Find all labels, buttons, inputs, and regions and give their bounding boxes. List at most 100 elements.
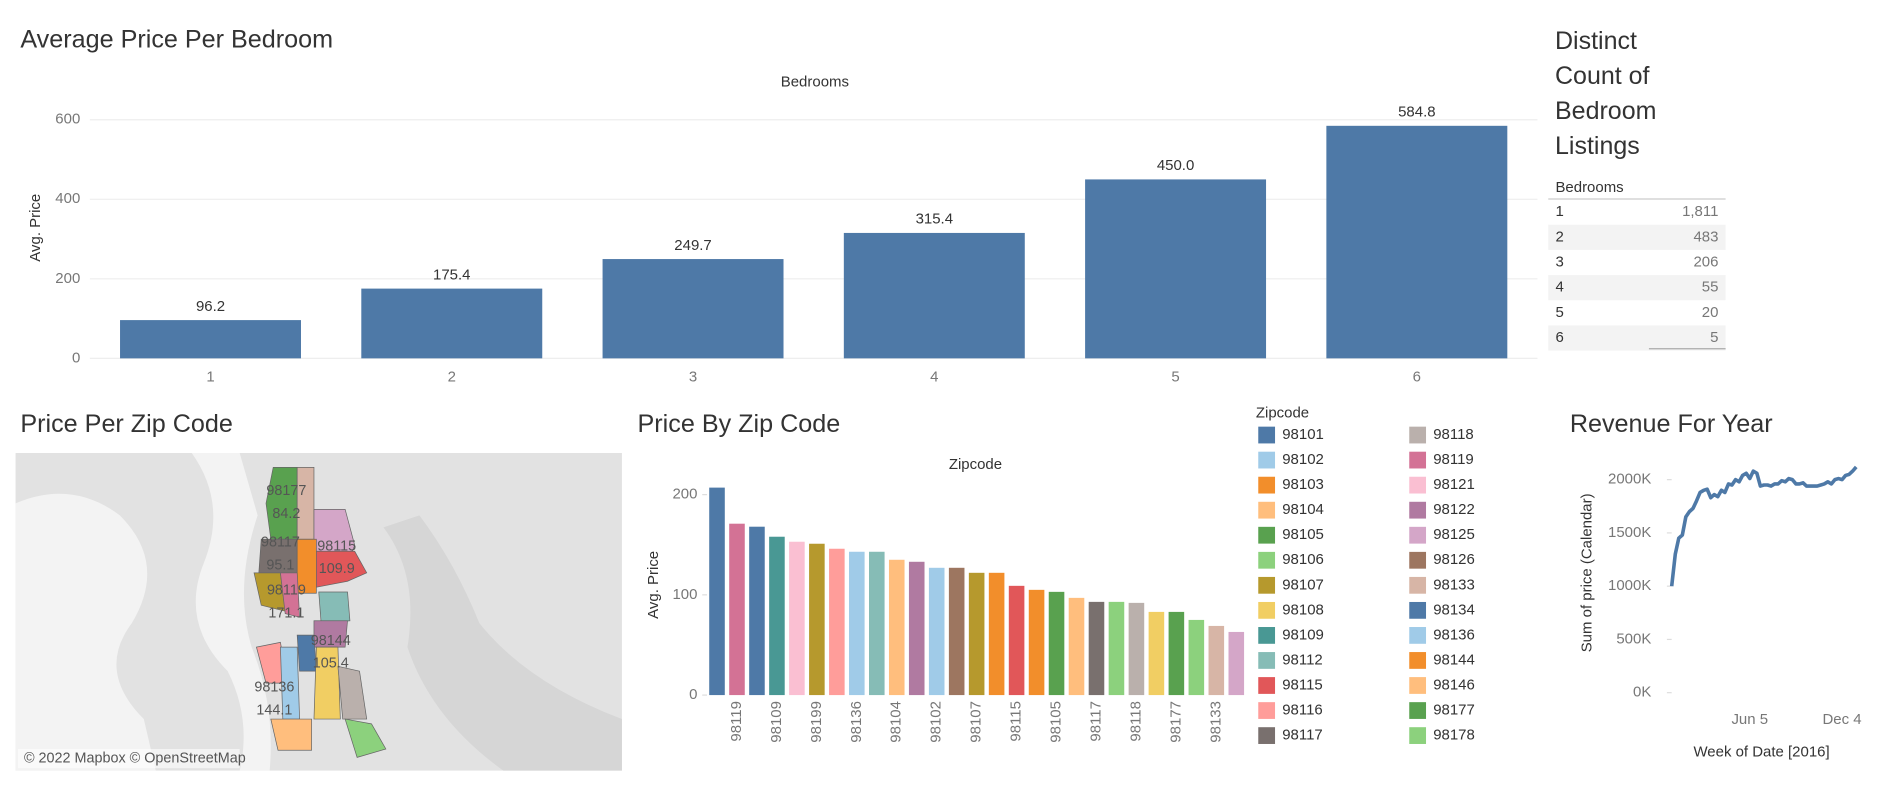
legend-swatch	[1409, 476, 1427, 494]
map-water	[191, 453, 271, 771]
bar	[908, 561, 925, 696]
map-label-zip: 98136	[254, 680, 294, 696]
map-label-value: 144.1	[256, 702, 292, 718]
bar	[849, 551, 865, 696]
x-tick-label: 5	[1171, 368, 1179, 385]
table-cell: 1	[1555, 203, 1563, 220]
data-label: 584.8	[1398, 104, 1435, 121]
legend-label: 98134	[1433, 601, 1475, 618]
table-row-band	[1548, 224, 1726, 250]
table-cell: 483	[1693, 228, 1718, 245]
map-region	[296, 467, 315, 540]
bar	[709, 487, 725, 696]
legend-swatch	[1409, 601, 1427, 619]
legend-label: 98112	[1282, 651, 1323, 668]
bar	[948, 567, 965, 696]
legend-swatch	[1258, 451, 1276, 469]
x-tick-label: 98117	[1087, 701, 1104, 742]
map-region	[270, 718, 312, 751]
legend-swatch	[1258, 627, 1276, 644]
map-land	[383, 515, 622, 771]
legend-swatch	[1409, 451, 1427, 469]
legend-swatch	[1258, 727, 1276, 744]
legend-swatch	[1258, 652, 1276, 669]
map-label-value: 95.1	[266, 557, 294, 573]
bar	[120, 320, 301, 359]
legend-label: 98106	[1282, 551, 1324, 568]
y-tick-label: 0	[689, 686, 697, 703]
legend-swatch	[1258, 501, 1276, 519]
bar	[1048, 591, 1065, 696]
bar	[769, 536, 785, 696]
y-tick-label: 2000K	[1608, 471, 1651, 488]
legend-label: 98125	[1433, 526, 1475, 543]
table-cell: 5	[1710, 329, 1718, 346]
chart-title: Average Price Per Bedroom	[20, 25, 333, 53]
map-region	[280, 572, 300, 618]
map-label-zip: 98119	[267, 583, 306, 599]
bar	[928, 567, 945, 696]
map-label-value: 105.4	[313, 656, 349, 672]
y-tick-label: 500K	[1616, 630, 1651, 647]
charts: Average Price Per Bedroom Bedrooms Avg. Pr…	[17, 25, 1862, 769]
legend-swatch	[1409, 627, 1427, 644]
chart-title: Revenue For Year	[1570, 410, 1773, 438]
table-row-band	[1548, 275, 1726, 301]
data-label: 249.7	[674, 237, 711, 254]
bar	[729, 523, 745, 696]
legend-swatch	[1258, 426, 1276, 444]
x-tick-label: 98136	[848, 701, 865, 743]
legend-swatch	[1409, 727, 1427, 744]
table-cell: 55	[1702, 279, 1719, 296]
map-region	[318, 591, 351, 624]
x-tick-label: 98102	[928, 701, 945, 743]
line	[1669, 465, 1858, 587]
legend-label: 98107	[1282, 576, 1324, 593]
bar	[361, 288, 543, 359]
y-axis-title: Avg. Price	[645, 551, 662, 619]
y-tick-label: 1500K	[1608, 524, 1651, 541]
legend-swatch	[1258, 677, 1276, 694]
y-axis-title: Sum of price (Calendar)	[1579, 493, 1596, 652]
data-label: 175.4	[433, 266, 470, 283]
bar	[829, 548, 845, 696]
legend-swatch	[1409, 426, 1427, 444]
legend-swatch	[1258, 526, 1276, 544]
bar	[1168, 611, 1185, 696]
legend-label: 98177	[1433, 701, 1475, 718]
table-cell: 2	[1555, 228, 1563, 245]
x-tick-label: 98115	[1008, 701, 1025, 742]
map-region	[337, 665, 368, 720]
bar	[809, 543, 825, 696]
bar	[868, 551, 885, 696]
x-tick-label: 98177	[1167, 701, 1184, 743]
legend-label: 98118	[1433, 426, 1474, 443]
data-label: 315.4	[916, 211, 953, 228]
y-tick-label: 0	[72, 349, 80, 366]
y-axis-title: Avg. Price	[27, 194, 44, 262]
legend-swatch	[1258, 601, 1276, 619]
x-tick-label: 2	[448, 368, 456, 385]
map-label-zip: 98177	[266, 483, 306, 499]
map-label-zip: 98144	[311, 633, 351, 649]
x-tick-label: Dec 4	[1822, 711, 1861, 728]
legend-label: 98122	[1433, 501, 1475, 518]
legend-swatch	[1258, 702, 1276, 719]
legend-label: 98102	[1282, 451, 1324, 468]
x-tick-label: 4	[930, 368, 938, 385]
x-axis-title: Bedrooms	[781, 74, 849, 91]
legend-label: 98105	[1282, 526, 1324, 543]
legend-label: 98104	[1282, 501, 1324, 518]
legend-swatch	[1258, 476, 1276, 494]
map-title: Price Per Zip Code	[20, 410, 233, 438]
map-label-value: 109.9	[319, 561, 355, 577]
map-label-zip: 98115	[317, 538, 356, 554]
x-tick-label: 98104	[888, 701, 905, 743]
legend-label: 98136	[1433, 626, 1475, 643]
table-title: Distinct Count of Bedroom Listings	[1555, 27, 1657, 160]
table-cell: 1,811	[1682, 203, 1718, 220]
legend-label: 98119	[1433, 451, 1474, 468]
legend-swatch	[1258, 551, 1276, 569]
legend-label: 98144	[1433, 651, 1475, 668]
